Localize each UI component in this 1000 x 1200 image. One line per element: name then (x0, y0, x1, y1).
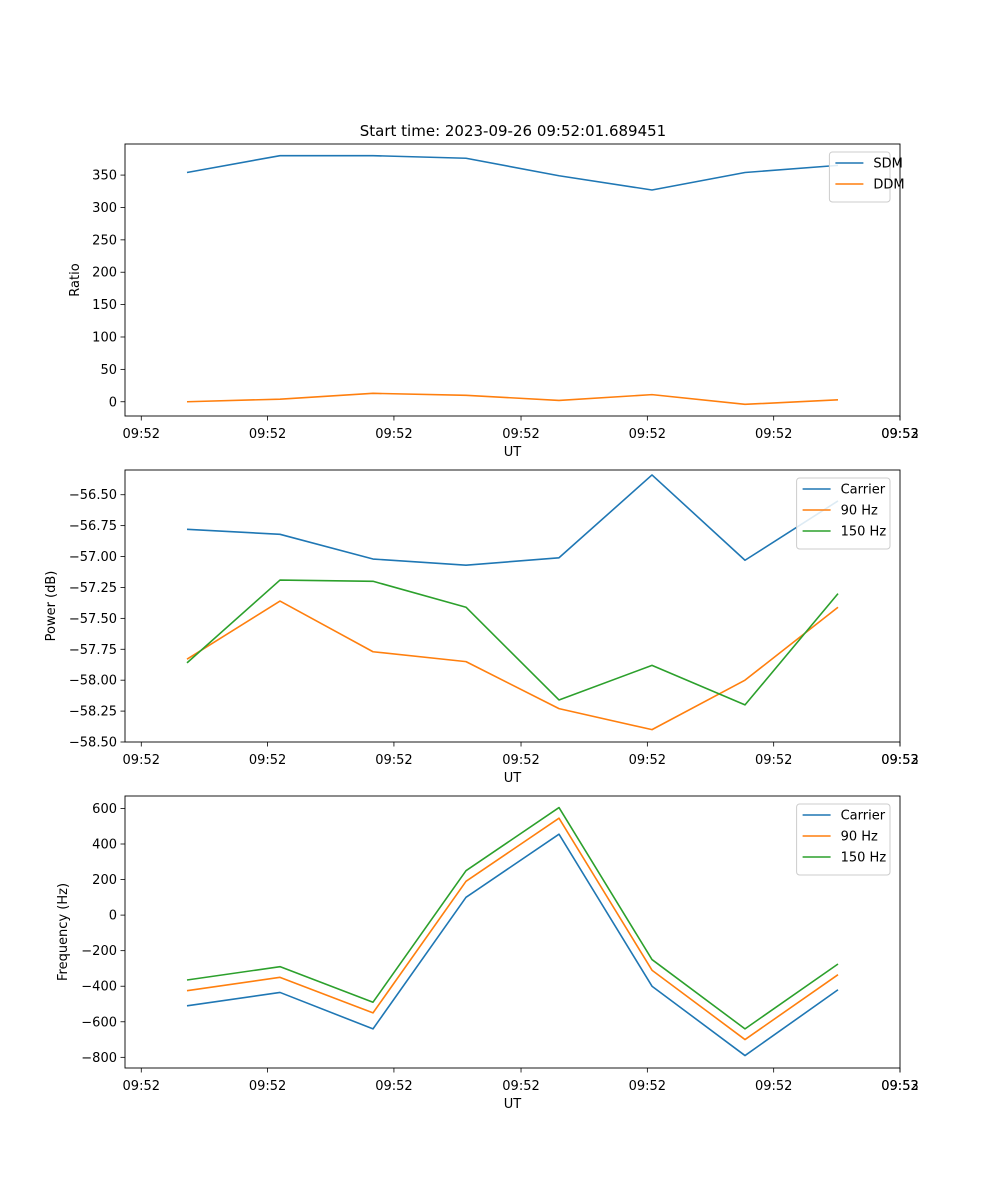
y-tick-label: 150 (92, 298, 117, 313)
x-tick-label: 09:52 (629, 753, 666, 768)
x-tick-label: 09:52 (755, 427, 792, 442)
figure-title: Start time: 2023-09-26 09:52:01.689451 (360, 122, 666, 140)
series-line-carrier (186, 833, 839, 1057)
ratio-subplot: 09:52 09:52 09:52 09:52 09:52 09:52 09:5209:53… (68, 143, 919, 460)
legend-label: Carrier (841, 809, 886, 824)
x-tick-label: 09:52 (629, 1079, 666, 1094)
series-line-ddm (186, 392, 839, 406)
y-tick-label: 250 (92, 233, 117, 248)
y-tick-label: −57.00 (69, 550, 117, 565)
series-line-sdm (186, 154, 839, 191)
y-tick-label: −58.00 (69, 674, 117, 689)
x-tick-label: 09:52 (123, 427, 160, 442)
y-tick-label: −56.75 (69, 519, 117, 534)
axes-frame (124, 143, 901, 417)
y-tick-label: −56.50 (69, 488, 117, 503)
x-axis-label: UT (504, 771, 522, 786)
x-tick-label: 09:52 (502, 1079, 539, 1094)
series-line-90-hz (186, 600, 839, 731)
y-axis-label: Frequency (Hz) (56, 883, 71, 981)
x-tick-label: 09:52 (881, 753, 918, 768)
y-tick-label: 50 (100, 363, 117, 378)
x-tick-label: 09:53 (881, 1079, 918, 1094)
y-tick-label: −57.75 (69, 643, 117, 658)
y-tick-label: −58.50 (69, 736, 117, 751)
x-axis-label: UT (504, 1097, 522, 1112)
legend-label: 90 Hz (841, 830, 878, 845)
x-tick-label: 09:52 (881, 427, 918, 442)
x-tick-label: 09:52 (502, 427, 539, 442)
y-tick-label: 350 (92, 169, 117, 184)
y-tick-label: 400 (92, 838, 117, 853)
y-tick-label: −400 (81, 980, 117, 995)
x-tick-label: 09:52 (375, 427, 412, 442)
y-tick-label: 0 (109, 909, 117, 924)
x-tick-label: 09:52 (249, 427, 286, 442)
x-tick-label: 09:52 (502, 753, 539, 768)
x-tick-label: 09:52 (249, 753, 286, 768)
y-tick-label: 100 (92, 330, 117, 345)
y-tick-label: −200 (81, 944, 117, 959)
x-tick-label: 09:52 (755, 753, 792, 768)
y-tick-label: −600 (81, 1015, 117, 1030)
y-axis-label: Power (dB) (44, 571, 59, 642)
y-tick-label: 0 (109, 395, 117, 410)
series-line-150-hz (186, 806, 839, 1030)
x-tick-label: 09:52 (629, 427, 666, 442)
y-tick-label: −57.25 (69, 581, 117, 596)
x-tick-label: 09:52 (249, 1079, 286, 1094)
axes-frame (124, 795, 901, 1069)
legend-label: 150 Hz (841, 525, 887, 540)
axes-frame (124, 469, 901, 743)
power-subplot: 09:52 09:52 09:52 09:52 09:52 09:52 09:5209:53… (44, 469, 919, 786)
x-tick-label: 09:52 (375, 1079, 412, 1094)
series-line-90-hz (186, 817, 839, 1041)
series-line-carrier (186, 474, 839, 567)
y-axis-label: Ratio (68, 263, 83, 296)
y-tick-label: 200 (92, 266, 117, 281)
frequency-subplot: 09:52 09:52 09:52 09:52 09:52 09:52 09:5209:53… (56, 795, 919, 1112)
y-tick-label: 600 (92, 802, 117, 817)
x-tick-label: 09:53 (881, 427, 918, 442)
y-tick-label: 200 (92, 873, 117, 888)
x-tick-label: 09:52 (375, 753, 412, 768)
legend-label: DDM (873, 178, 904, 193)
x-axis-label: UT (504, 445, 522, 460)
y-tick-label: −57.50 (69, 612, 117, 627)
legend-label: 90 Hz (841, 504, 878, 519)
x-tick-label: 09:52 (123, 1079, 160, 1094)
y-tick-label: 300 (92, 201, 117, 216)
legend-box (828, 151, 891, 203)
x-tick-label: 09:52 (123, 753, 160, 768)
y-tick-label: −58.25 (69, 705, 117, 720)
x-tick-label: 09:53 (881, 753, 918, 768)
legend-label: SDM (873, 157, 902, 172)
legend-label: Carrier (841, 483, 886, 498)
series-line-150-hz (186, 579, 839, 706)
x-tick-label: 09:52 (881, 1079, 918, 1094)
legend-label: 150 Hz (841, 851, 887, 866)
x-tick-label: 09:52 (755, 1079, 792, 1094)
y-tick-label: −800 (81, 1051, 117, 1066)
